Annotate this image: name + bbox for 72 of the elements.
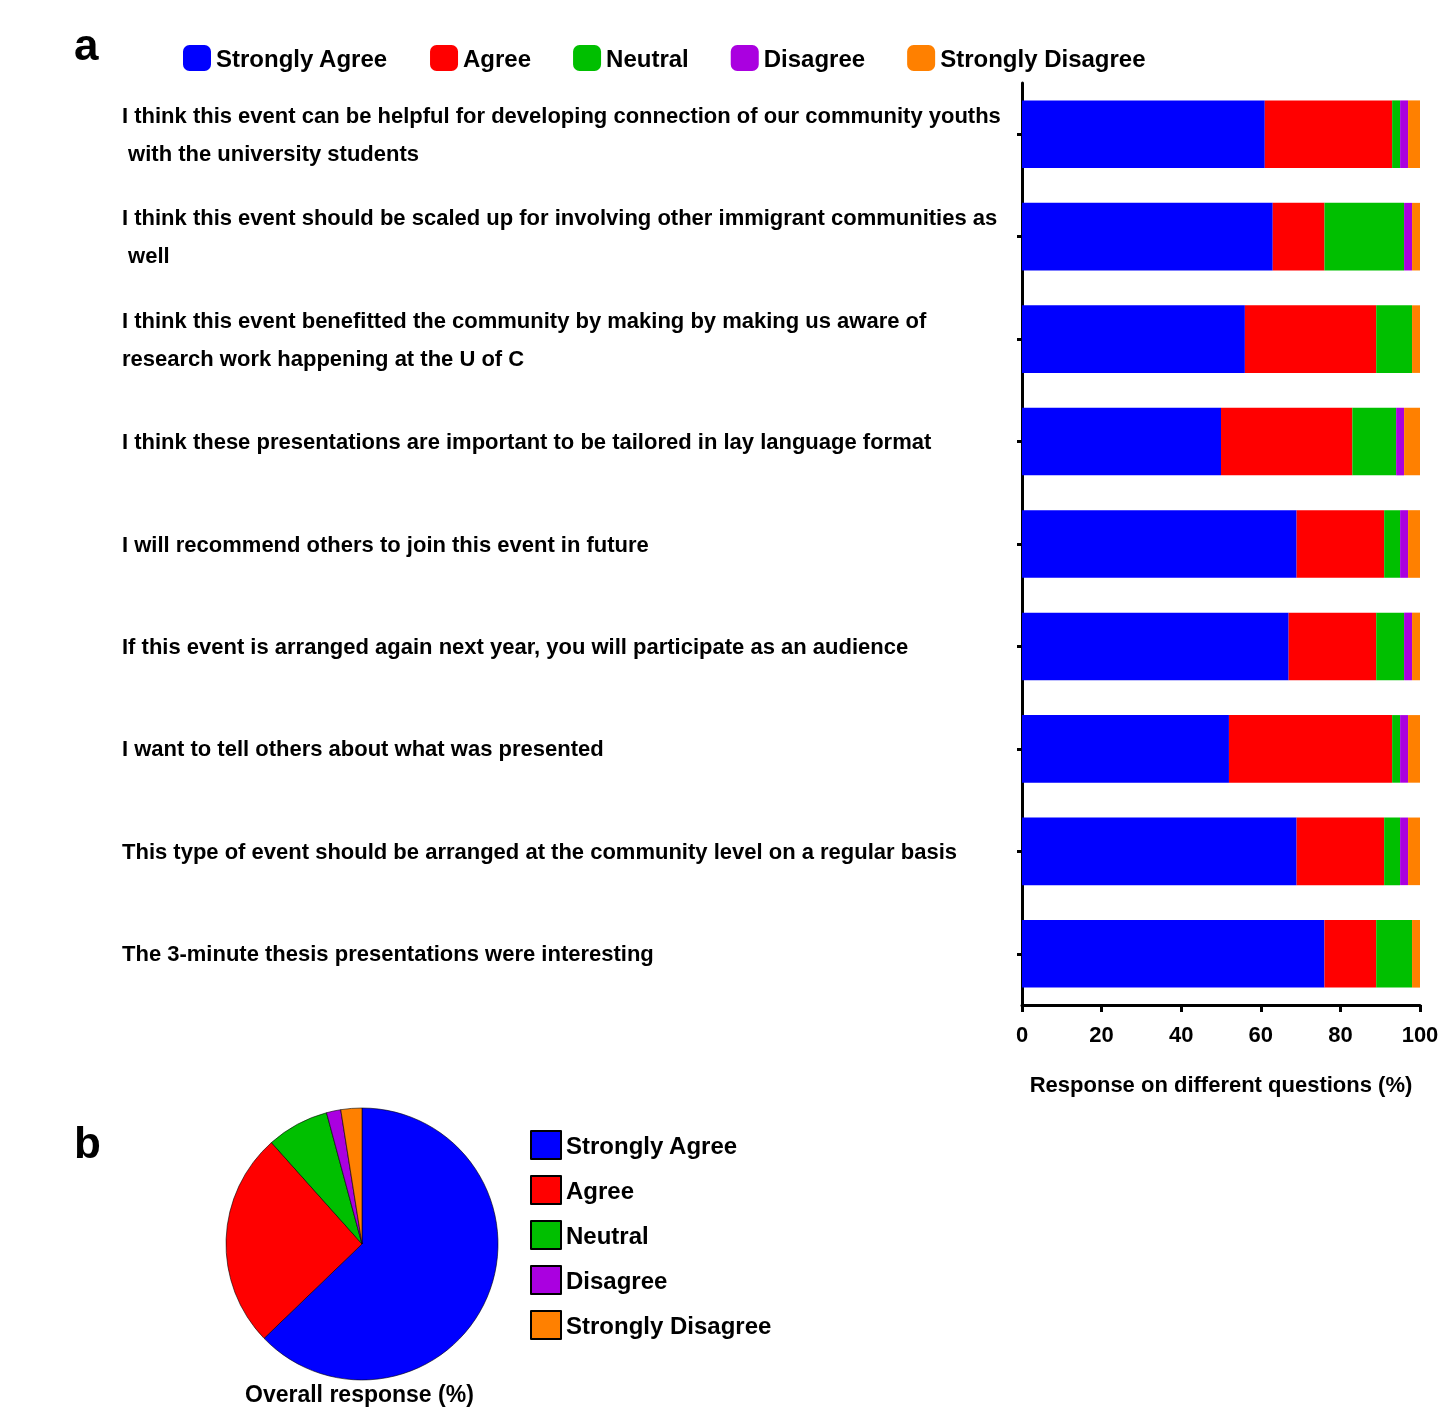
y-tick-label: This type of event should be arranged at the community level on a regular basis xyxy=(122,838,957,864)
bar xyxy=(1324,919,1377,988)
bar xyxy=(1022,612,1289,681)
bar xyxy=(1400,715,1409,783)
y-tick-label: The 3-minute thesis presentations were interesting xyxy=(122,941,654,967)
x-tick-label: 60 xyxy=(1248,1021,1274,1047)
bar xyxy=(1408,817,1420,886)
bar xyxy=(1384,817,1401,886)
legend-label: Disagree xyxy=(566,1266,668,1294)
bar xyxy=(1412,202,1420,271)
bar xyxy=(1022,715,1229,783)
x-tick-label: 0 xyxy=(1015,1021,1029,1047)
bar xyxy=(1376,919,1413,988)
y-tick-label: I want to tell others about what was presented xyxy=(122,736,604,762)
bar xyxy=(1228,715,1393,783)
bar xyxy=(1288,612,1377,681)
bar xyxy=(1400,817,1409,886)
legend-label: Neutral xyxy=(566,1221,649,1249)
bar xyxy=(1404,612,1413,681)
bar xyxy=(1376,612,1405,681)
bar xyxy=(1392,100,1401,169)
x-axis-title: Response on different questions (%) xyxy=(1029,1071,1413,1097)
bar xyxy=(1376,305,1413,373)
bar xyxy=(1022,919,1325,988)
bar xyxy=(1264,100,1393,169)
x-tick-label: 40 xyxy=(1168,1021,1194,1047)
bar xyxy=(1022,202,1273,271)
bar xyxy=(1400,510,1409,578)
bar xyxy=(1412,919,1420,988)
legend-label: Agree xyxy=(566,1176,635,1204)
legend-label: Strongly Agree xyxy=(566,1131,738,1159)
bar xyxy=(1022,510,1297,578)
y-tick-label: I think these presentations are important to be tailored in lay language format xyxy=(122,429,932,455)
bar xyxy=(1392,715,1401,783)
y-tick-label: I think this event should be scaled up for involving other immigrant communities as well xyxy=(122,205,998,269)
bar xyxy=(1296,510,1385,578)
bar xyxy=(1296,817,1385,886)
x-tick-label: 100 xyxy=(1401,1021,1439,1047)
bar xyxy=(1352,407,1397,476)
legend-label: Agree xyxy=(463,44,532,72)
bar xyxy=(1022,100,1265,169)
bar xyxy=(1404,202,1413,271)
bar xyxy=(1384,510,1401,578)
text: b xyxy=(74,1117,101,1167)
bar xyxy=(1221,407,1353,476)
y-tick-label: If this event is arranged again next year, you will participate as an audience xyxy=(122,633,909,659)
legend-label: Strongly Disagree xyxy=(566,1311,772,1339)
x-tick-label: 20 xyxy=(1089,1021,1114,1047)
bar xyxy=(1412,305,1420,373)
bar xyxy=(1022,305,1245,373)
y-tick-label: I think this event benefitted the community by making by making us aware of research work happening at the U of C xyxy=(122,307,933,371)
bar xyxy=(1408,510,1420,578)
bar xyxy=(1324,202,1405,271)
legend-label: Disagree xyxy=(763,44,866,72)
bar xyxy=(1412,612,1420,681)
bar xyxy=(1396,407,1405,476)
y-tick-label: I will recommend others to join this event in future xyxy=(122,531,649,557)
bar xyxy=(1022,407,1221,476)
bar xyxy=(1272,202,1325,271)
x-tick-label: 80 xyxy=(1328,1021,1353,1047)
text: a xyxy=(74,19,99,69)
bar xyxy=(1408,100,1420,169)
bar xyxy=(1408,715,1420,783)
legend-label: Neutral xyxy=(606,44,689,72)
legend-label: Strongly Agree xyxy=(216,44,388,72)
y-tick-label: I think this event can be helpful for developing connection of our community youths with the university students xyxy=(122,102,1001,166)
bar xyxy=(1022,817,1297,886)
bar xyxy=(1400,100,1409,169)
legend-label: Strongly Disagree xyxy=(940,44,1146,72)
bar xyxy=(1404,407,1420,476)
text: Overall response (%) xyxy=(245,1380,474,1407)
bar xyxy=(1244,305,1377,373)
